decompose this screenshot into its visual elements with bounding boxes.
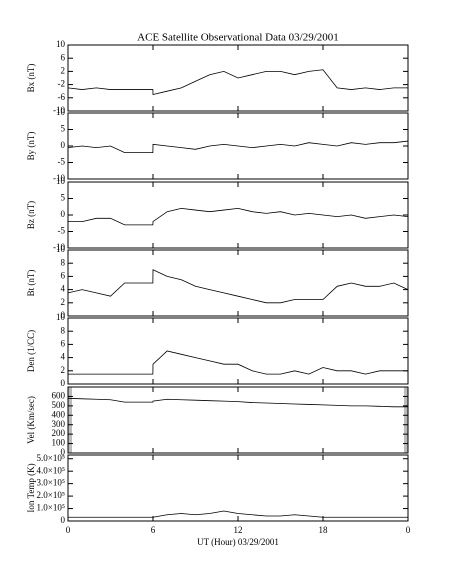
- y-tick-label: 2: [61, 65, 66, 75]
- y-tick-label: 5.0×10⁵: [37, 453, 65, 463]
- y-tick-label: 4: [61, 284, 66, 294]
- x-tick-label: 0: [66, 525, 71, 535]
- y-tick-label: 0: [61, 378, 66, 388]
- y-tick-label: 200: [52, 428, 66, 438]
- y-tick-label: -6: [58, 92, 66, 102]
- data-line: [68, 207, 409, 226]
- edge-bar: [404, 387, 408, 453]
- y-axis-label: Bt (nT): [26, 270, 36, 297]
- y-tick-label: 500: [52, 400, 66, 410]
- data-line: [68, 350, 408, 375]
- y-tick-label: 5: [61, 124, 66, 134]
- y-tick-label: -10: [53, 173, 65, 183]
- y-tick-label: 2: [61, 297, 66, 307]
- y-tick-label: 0: [61, 515, 66, 525]
- chart-title: ACE Satellite Observational Data 03/29/2…: [137, 32, 339, 44]
- x-tick-label: 6: [151, 525, 156, 535]
- data-line: [67, 269, 409, 304]
- data-line: [67, 69, 408, 96]
- y-tick-label: 6: [61, 52, 66, 62]
- y-tick-label: 0: [61, 310, 66, 320]
- y-tick-label: 3.0×10⁵: [37, 478, 65, 488]
- y-tick-label: -5: [58, 157, 66, 167]
- x-tick-label: 18: [319, 525, 329, 535]
- x-tick-label: 0: [406, 525, 411, 535]
- y-axis-label: Vel (Km/sec): [26, 396, 36, 444]
- y-tick-label: 2.0×10⁵: [37, 490, 65, 500]
- edge-bar: [68, 387, 72, 453]
- data-line: [68, 510, 408, 518]
- y-tick-label: 600: [52, 390, 66, 400]
- y-axis-label: Bx (nT): [26, 64, 36, 93]
- y-tick-label: 8: [61, 257, 66, 267]
- y-tick-label: 10: [56, 176, 66, 186]
- y-tick-label: 0: [61, 140, 66, 150]
- y-tick-label: 4.0×10⁵: [37, 465, 65, 475]
- y-axis-label: By (nT): [26, 132, 36, 161]
- y-tick-label: 300: [52, 419, 66, 429]
- x-axis-label: UT (Hour) 03/29/2001: [197, 537, 279, 547]
- y-tick-label: 6: [61, 270, 66, 280]
- y-tick-label: 10: [56, 244, 66, 254]
- y-tick-label: 10: [56, 107, 66, 117]
- y-tick-label: 100: [52, 438, 66, 448]
- y-tick-label: 10: [56, 39, 66, 49]
- y-tick-label: 4: [61, 352, 66, 362]
- x-tick-label: 12: [234, 525, 243, 535]
- y-tick-label: 0: [61, 209, 66, 219]
- y-tick-label: 0: [61, 447, 66, 457]
- y-tick-label: -5: [58, 226, 66, 236]
- y-tick-label: 5: [61, 193, 66, 203]
- y-tick-label: 2: [61, 365, 66, 375]
- y-tick-label: -2: [58, 79, 66, 89]
- y-axis-label: Den (1/CC): [26, 330, 36, 372]
- data-line: [67, 397, 408, 408]
- y-tick-label: 6: [61, 338, 66, 348]
- y-tick-label: 1.0×10⁵: [37, 503, 65, 513]
- data-line: [67, 140, 409, 153]
- y-tick-label: 8: [61, 325, 66, 335]
- y-tick-label: 400: [52, 409, 66, 419]
- y-tick-label: -10: [53, 105, 65, 115]
- y-axis-label: Bz (nT): [26, 201, 36, 229]
- y-axis-label: Ion Temp (K): [26, 463, 36, 512]
- y-tick-label: -10: [53, 242, 65, 252]
- y-tick-label: 10: [56, 312, 66, 322]
